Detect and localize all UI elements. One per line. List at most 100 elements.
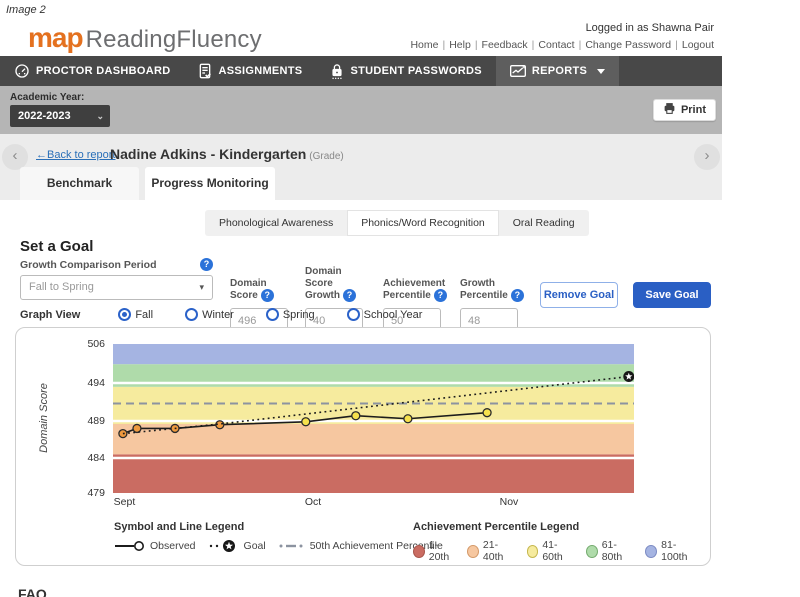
link-change-password[interactable]: Change Password (585, 39, 671, 51)
radio-fall[interactable]: Fall (118, 308, 153, 321)
set-a-goal-title: Set a Goal (20, 238, 93, 255)
band-swatch (413, 545, 425, 558)
radio-button[interactable] (266, 308, 279, 321)
nav-assignments[interactable]: ASSIGNMENTS (184, 56, 316, 86)
app-logo: map ReadingFluency (28, 22, 262, 54)
legend-item-41-60th: 41-60th (527, 539, 574, 563)
student-name: Nadine Adkins - Kindergarten(Grade) (110, 146, 344, 162)
nav-reports[interactable]: REPORTS (496, 56, 619, 86)
radio-winter[interactable]: Winter (185, 308, 234, 321)
tab-progress-monitoring[interactable]: Progress Monitoring (145, 167, 275, 200)
subtab-phonics-word-recognition[interactable]: Phonics/Word Recognition (347, 210, 499, 236)
dashed-line-icon (278, 541, 306, 551)
domain-score-growth-label: Domain Score Growth (305, 266, 342, 301)
account-links: Home|Help|Feedback|Contact|Change Passwo… (410, 39, 714, 51)
help-icon[interactable]: ? (511, 289, 524, 302)
growth-comparison-label: Growth Comparison Period (20, 259, 157, 271)
y-axis-tick: 494 (87, 377, 105, 389)
y-axis-label: Domain Score (38, 383, 50, 453)
chevron-down-icon (597, 69, 605, 74)
link-help[interactable]: Help (449, 39, 471, 51)
percentile-band-1-20th (113, 454, 634, 493)
printer-icon (663, 102, 676, 118)
graph-view-row: Graph View Fall Winter Spring School Yea… (20, 308, 454, 321)
radio-button[interactable] (118, 308, 131, 321)
y-axis-tick: 489 (87, 415, 105, 427)
achievement-percentile-legend: Achievement Percentile Legend 1-20th 21-… (413, 521, 710, 563)
percentile-band-21-40th (113, 424, 634, 454)
observed-point (302, 418, 310, 426)
grade-suffix: (Grade) (309, 151, 343, 162)
help-icon[interactable]: ? (434, 289, 447, 302)
legend-item-61-80th: 61-80th (586, 539, 633, 563)
percentile-legend-title: Achievement Percentile Legend (413, 521, 710, 533)
clipboard-icon (198, 63, 212, 79)
link-logout[interactable]: Logout (682, 39, 714, 51)
chart-icon (510, 64, 526, 78)
band-swatch (467, 545, 479, 558)
report-header-bar: ‹ › ←Back to report Nadine Adkins - Kind… (0, 134, 722, 200)
y-axis-tick: 484 (87, 452, 105, 464)
subtab-oral-reading[interactable]: Oral Reading (499, 210, 589, 236)
account-area: Logged in as Shawna Pair Home|Help|Feedb… (410, 22, 714, 51)
print-button[interactable]: Print (653, 99, 716, 121)
y-axis-tick: 506 (87, 338, 105, 350)
y-axis-ticks: 506494489484479 (76, 344, 109, 493)
growth-percentile-label: Growth Percentile (460, 278, 508, 302)
growth-comparison-group: Growth Comparison Period ? Fall to Sprin… (20, 258, 213, 300)
growth-comparison-select[interactable]: Fall to Spring ▾ (20, 275, 213, 300)
help-icon[interactable]: ? (200, 258, 213, 271)
goal-marker-icon (208, 539, 240, 553)
link-contact[interactable]: Contact (538, 39, 574, 51)
legend-item-observed: Observed (114, 540, 196, 552)
nav-proctor-dashboard[interactable]: PROCTOR DASHBOARD (0, 56, 184, 86)
link-feedback[interactable]: Feedback (482, 39, 528, 51)
academic-year-toolbar: Academic Year: 2022-2023 ⌄ Print (0, 86, 722, 134)
chart-plot-area (113, 344, 634, 493)
symbol-legend-title: Symbol and Line Legend (114, 521, 455, 533)
radio-button[interactable] (185, 308, 198, 321)
main-navbar: PROCTOR DASHBOARD ASSIGNMENTS STUDENT PA… (0, 56, 722, 86)
x-axis-label: Oct (305, 496, 321, 508)
radio-button[interactable] (347, 308, 360, 321)
legend-item-81-100th: 81-100th (645, 539, 698, 563)
chevron-down-icon: ▾ (199, 276, 204, 299)
gauge-icon (14, 63, 30, 79)
symbol-line-legend: Symbol and Line Legend Observed Goal (114, 521, 455, 553)
band-swatch (586, 545, 598, 558)
nav-student-passwords[interactable]: STUDENT PASSWORDS (316, 56, 495, 86)
percentile-band-81-100th (113, 344, 634, 364)
radio-school-year[interactable]: School Year (347, 308, 423, 321)
progress-chart-card: Domain Score 506494489484479 SeptOctNov … (15, 327, 711, 566)
observed-point (404, 415, 412, 423)
tab-benchmark[interactable]: Benchmark (20, 167, 139, 200)
graph-view-label: Graph View (20, 309, 80, 321)
page: Image 2 map ReadingFluency Logged in as … (0, 0, 800, 597)
main-content: Phonological Awareness Phonics/Word Reco… (0, 200, 722, 597)
lock-icon (330, 63, 344, 80)
growth-percentile-group: Growth Percentile? (460, 248, 518, 333)
logo-product-name: ReadingFluency (86, 26, 262, 54)
subtab-phonological-awareness[interactable]: Phonological Awareness (205, 210, 347, 236)
y-axis-tick: 479 (87, 487, 105, 499)
radio-spring[interactable]: Spring (266, 308, 315, 321)
x-axis-label: Sept (114, 496, 136, 508)
faq-heading: FAQ (18, 586, 47, 597)
link-home[interactable]: Home (410, 39, 438, 51)
academic-year-select[interactable]: 2022-2023 ⌄ (10, 105, 110, 127)
band-swatch (645, 545, 657, 558)
save-goal-button[interactable]: Save Goal (633, 282, 711, 308)
back-to-report-link[interactable]: ←Back to report (36, 149, 115, 161)
observed-point (483, 409, 491, 417)
help-icon[interactable]: ? (343, 289, 356, 302)
observed-line-icon (114, 540, 146, 552)
legend-item-1-20th: 1-20th (413, 539, 455, 563)
x-axis-labels: SeptOctNov (113, 496, 634, 510)
help-icon[interactable]: ? (261, 289, 274, 302)
remove-goal-button[interactable]: Remove Goal (540, 282, 618, 308)
next-student-button[interactable]: › (694, 144, 720, 170)
percentile-band-41-60th (113, 387, 634, 424)
observed-point (352, 412, 360, 420)
academic-year-label: Academic Year: (10, 92, 84, 103)
legend-item-goal: Goal (208, 539, 266, 553)
